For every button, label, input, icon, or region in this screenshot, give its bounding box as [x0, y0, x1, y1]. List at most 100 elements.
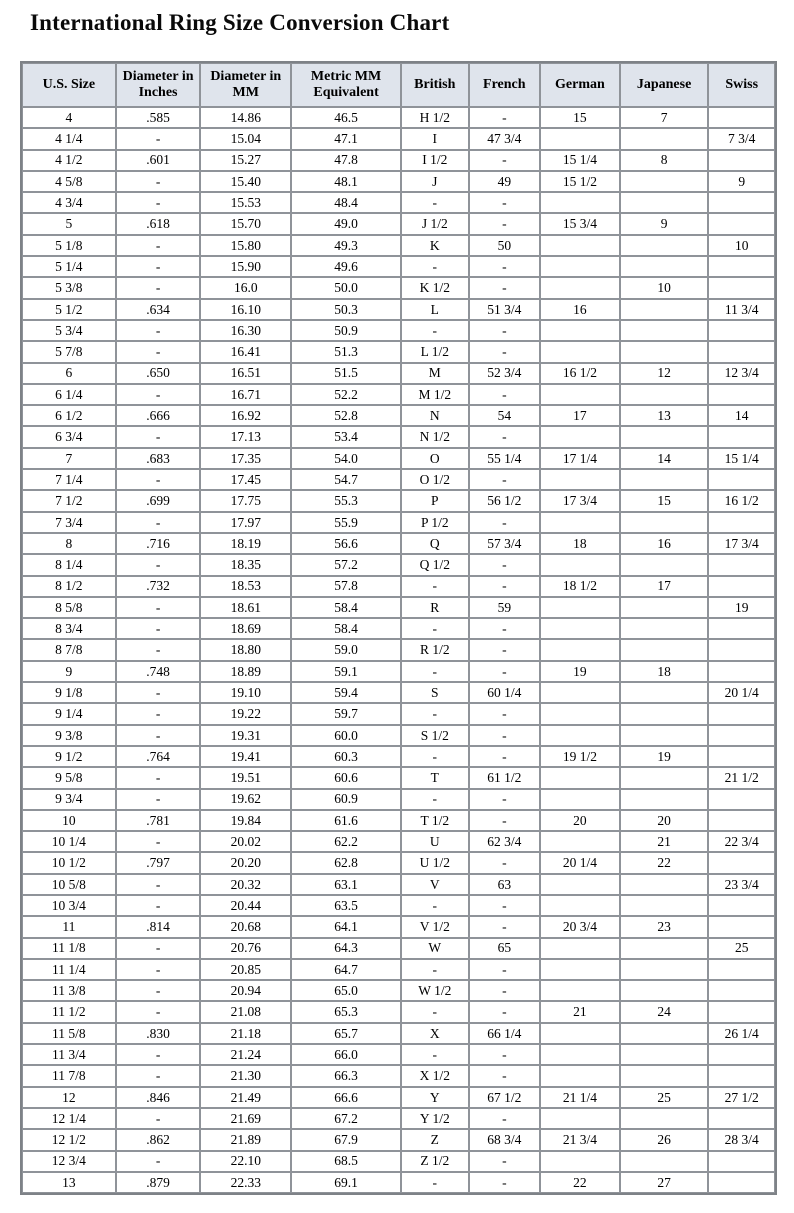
table-cell: 10 [22, 809, 116, 832]
table-cell: - [401, 1044, 469, 1066]
table-cell [619, 639, 709, 661]
table-row: 4 5/8-15.40 48.1 J 49 15 1/2 9 [22, 170, 775, 193]
table-cell: .585 [115, 107, 201, 129]
table-cell: 12 3/4 [708, 362, 775, 384]
table-cell: 7 1/4 [22, 469, 116, 491]
table-cell: - [115, 980, 201, 1002]
table-cell: I [401, 128, 469, 150]
table-cell: - [115, 1044, 201, 1066]
table-cell: 20.02 [200, 831, 292, 853]
table-cell: 64.3 [291, 937, 401, 959]
table-cell: .781 [115, 809, 201, 832]
table-cell: 5 3/4 [22, 319, 116, 342]
table-cell: 59 [468, 596, 541, 619]
table-cell [708, 703, 775, 725]
table-row: 8 1/2.732 18.53 57.8- -18 1/2 17 [22, 575, 775, 597]
table-cell: 16.71 [200, 383, 292, 406]
table-cell: 61.6 [291, 809, 401, 832]
table-cell: 8 [619, 149, 709, 171]
table-cell: 56.6 [291, 532, 401, 555]
table-cell: 12 3/4 [22, 1150, 116, 1172]
column-header: Diameter in MM [200, 63, 292, 107]
table-row: 8 5/8-18.61 58.4 R 59 19 [22, 596, 775, 619]
table-cell: 5 3/8 [22, 277, 116, 299]
table-cell: 19 [540, 660, 620, 683]
table-cell: 64.7 [291, 958, 401, 981]
table-cell [708, 745, 775, 768]
table-cell: 65.7 [291, 1022, 401, 1045]
table-row: 10.781 19.84 61.6 T 1/2-20 20 [22, 809, 775, 832]
table-cell: P 1/2 [401, 511, 469, 533]
table-cell: 6 [22, 362, 116, 384]
table-cell: - [401, 958, 469, 981]
table-cell [708, 980, 775, 1002]
table-row: 7 1/4-17.45 54.7 O 1/2- [22, 469, 775, 491]
column-header: French [468, 63, 541, 107]
column-header: German [540, 63, 620, 107]
table-cell [708, 426, 775, 448]
table-cell [708, 192, 775, 214]
table-cell: 11 7/8 [22, 1065, 116, 1087]
table-cell [619, 469, 709, 491]
table-cell: L [401, 298, 469, 320]
table-cell: - [468, 852, 541, 874]
table-cell: 21.30 [200, 1065, 292, 1087]
table-cell: Y 1/2 [401, 1107, 469, 1130]
table-row: 10 1/4-20.02 62.2 U 62 3/4 21 22 3/4 [22, 831, 775, 853]
table-cell: 15.80 [200, 234, 292, 257]
table-cell: 7 [22, 447, 116, 470]
table-row: 5 3/4-16.30 50.9- - [22, 319, 775, 342]
table-cell: 21.18 [200, 1022, 292, 1045]
table-cell: 18 [540, 532, 620, 555]
table-cell: 26 [619, 1129, 709, 1151]
table-cell [540, 596, 620, 619]
table-cell: 63.1 [291, 873, 401, 895]
table-cell: 19.84 [200, 809, 292, 832]
table-cell: K [401, 234, 469, 257]
table-cell: 5 1/4 [22, 256, 116, 278]
ring-size-conversion-table: U.S. Size Diameter in Inches Diameter in M… [20, 61, 777, 1196]
table-cell: 54.0 [291, 447, 401, 470]
table-cell: - [115, 383, 201, 406]
table-cell: 50.9 [291, 319, 401, 342]
table-head: U.S. Size Diameter in Inches Diameter in M… [22, 63, 775, 107]
table-cell: 22 [619, 852, 709, 874]
table-cell: 15 1/2 [540, 170, 620, 193]
table-cell: 59.1 [291, 660, 401, 683]
table-row: 9.748 18.89 59.1- -19 18 [22, 660, 775, 683]
table-cell: 48.4 [291, 192, 401, 214]
table-cell: 18.19 [200, 532, 292, 555]
table-row: 11.814 20.68 64.1 V 1/2-20 3/4 23 [22, 916, 775, 938]
table-cell [619, 511, 709, 533]
table-cell: 7 3/4 [22, 511, 116, 533]
table-cell [708, 1150, 775, 1172]
table-cell: X [401, 1022, 469, 1045]
table-cell: - [468, 319, 541, 342]
table-row: 11 3/8-20.94 65.0 W 1/2- [22, 980, 775, 1002]
table-cell [619, 873, 709, 895]
table-cell: - [401, 788, 469, 810]
table-cell [708, 213, 775, 235]
table-cell: .748 [115, 660, 201, 683]
table-row: 6 3/4-17.13 53.4 N 1/2- [22, 426, 775, 448]
table-cell: .716 [115, 532, 201, 555]
table-cell: 23 3/4 [708, 873, 775, 895]
table-cell: 15.04 [200, 128, 292, 150]
table-cell: U [401, 831, 469, 853]
table-cell [540, 873, 620, 895]
table-cell: 49 [468, 170, 541, 193]
table-cell: 63 [468, 873, 541, 895]
table-cell: - [115, 341, 201, 363]
table-cell: - [468, 1044, 541, 1066]
table-cell [619, 426, 709, 448]
table-cell: - [115, 958, 201, 981]
table-cell: 58.4 [291, 596, 401, 619]
table-cell [619, 341, 709, 363]
table-cell [619, 980, 709, 1002]
table-row: 6.650 16.51 51.5 M 52 3/4 16 1/2 12 12 3/4 [22, 362, 775, 384]
table-cell: 21.69 [200, 1107, 292, 1130]
table-cell: 4 5/8 [22, 170, 116, 193]
table-cell: 20.94 [200, 980, 292, 1002]
table-cell [540, 767, 620, 789]
